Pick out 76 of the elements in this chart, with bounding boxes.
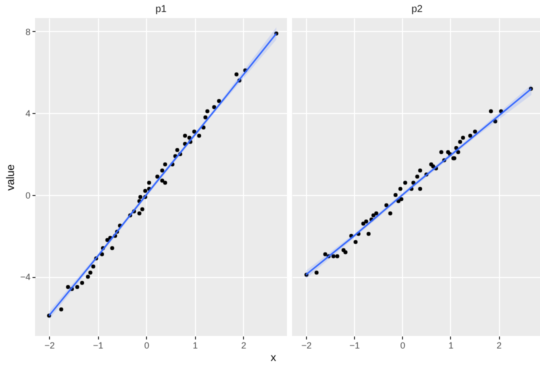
point <box>403 180 408 185</box>
point <box>439 150 444 154</box>
x-tick-label: 1 <box>448 340 454 350</box>
chart-title: p2 <box>411 4 423 15</box>
point <box>234 72 239 76</box>
point <box>364 220 368 224</box>
y-tick-label: 0 <box>25 190 30 200</box>
point <box>468 134 472 138</box>
point <box>217 98 222 103</box>
point <box>384 203 388 208</box>
point <box>461 136 465 140</box>
point <box>361 222 366 226</box>
point <box>354 240 358 244</box>
point <box>192 130 196 134</box>
x-tick-label: −2 <box>301 340 312 350</box>
point <box>175 148 180 152</box>
point <box>155 174 160 179</box>
point <box>59 307 64 312</box>
point <box>374 211 378 216</box>
x-tick-label: −2 <box>44 340 55 350</box>
point <box>366 232 371 236</box>
point <box>371 213 376 218</box>
point <box>331 254 336 258</box>
point <box>75 284 80 289</box>
point <box>205 109 210 114</box>
point <box>335 254 340 258</box>
point <box>100 252 104 256</box>
point <box>499 109 504 114</box>
point <box>163 162 168 166</box>
x-tick-label: 2 <box>496 340 502 350</box>
point <box>473 130 478 134</box>
point <box>143 188 148 193</box>
y-tick-label: −4 <box>20 272 30 282</box>
point <box>458 140 462 144</box>
point <box>398 186 402 191</box>
point <box>88 270 92 275</box>
point <box>212 105 216 110</box>
x-tick-label: 2 <box>241 340 246 350</box>
x-tick-label: 0 <box>400 340 406 350</box>
point <box>147 180 152 185</box>
point <box>137 211 142 216</box>
x-tick-label: −1 <box>350 340 360 350</box>
x-tick-label: 0 <box>144 340 150 350</box>
point <box>66 284 70 289</box>
point <box>160 168 164 172</box>
point <box>399 197 404 202</box>
point <box>91 264 96 269</box>
y-tick-label: 8 <box>25 26 30 37</box>
point <box>418 168 422 172</box>
point <box>163 180 168 185</box>
point <box>140 207 144 212</box>
point <box>80 280 84 285</box>
point <box>394 192 398 197</box>
point <box>415 174 420 179</box>
point <box>86 274 90 279</box>
point <box>138 195 142 200</box>
point <box>197 134 202 138</box>
x-tick-label: −1 <box>93 340 104 350</box>
point <box>183 134 188 138</box>
point <box>418 186 422 191</box>
point <box>203 115 208 120</box>
point <box>411 180 416 185</box>
point <box>314 270 319 275</box>
y-axis-title: value <box>5 164 18 191</box>
point <box>187 136 192 140</box>
y-tick-label: 4 <box>25 108 30 119</box>
point <box>105 238 110 242</box>
point <box>488 109 493 114</box>
x-tick-label: 1 <box>192 340 198 350</box>
x-axis-title: x <box>270 352 277 364</box>
point <box>388 211 392 216</box>
point <box>160 178 164 183</box>
chart-title: p1 <box>155 4 167 15</box>
point <box>493 119 498 124</box>
point <box>110 246 114 250</box>
point <box>323 252 328 256</box>
